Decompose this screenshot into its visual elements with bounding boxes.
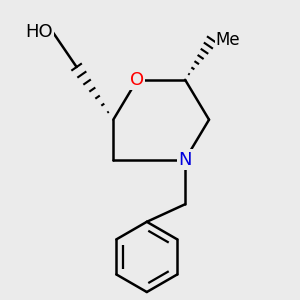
Text: HO: HO (25, 23, 53, 41)
Text: N: N (178, 151, 192, 169)
Text: Me: Me (215, 31, 240, 49)
Text: O: O (130, 71, 144, 89)
